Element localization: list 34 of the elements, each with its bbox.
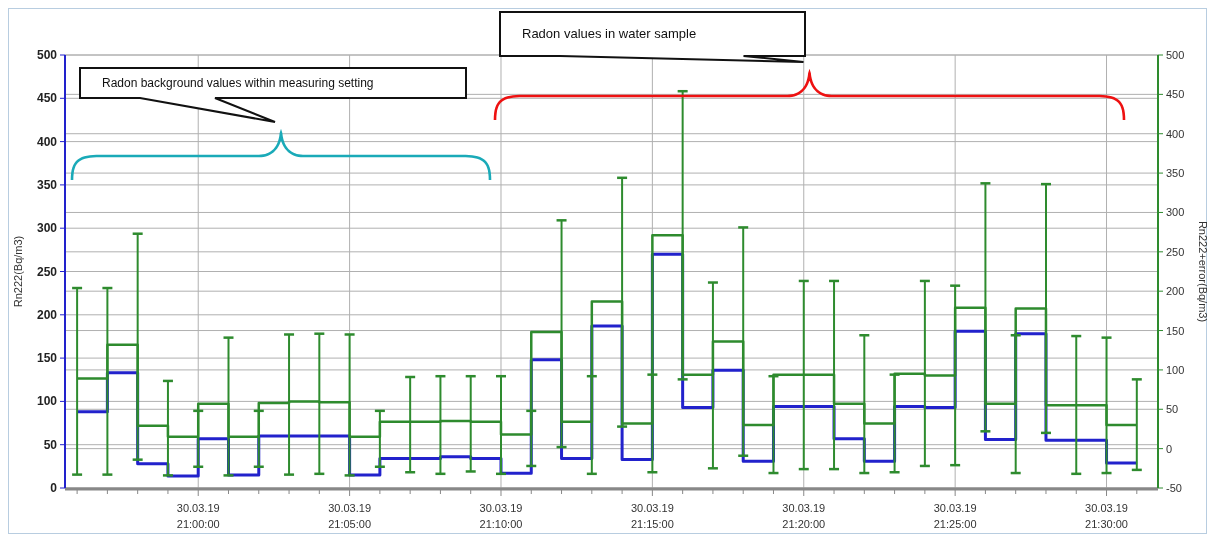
x-tick-label: 30.03.19 21:30:00 [1085,502,1128,530]
y-tick-label: 150 [36,351,58,366]
y2-tick-label: -50 [1166,482,1182,494]
y2-tick-label: 350 [1166,167,1185,180]
x-tick-label: 30.03.19 21:15:00 [630,502,674,530]
y-tick-label: 50 [43,437,58,452]
y2-tick-label: 150 [1166,324,1185,337]
y-tick-label: 100 [36,394,58,409]
x-tick-label: 30.03.19 21:05:00 [328,502,372,530]
y-tick-label: 450 [36,91,58,106]
y-tick-label: 400 [36,134,58,149]
text: Radon values in water sample [522,26,697,41]
y2-tick-label: 0 [1166,442,1173,455]
y-tick-label: 200 [36,307,58,322]
y2-tick-label: 50 [1166,403,1179,416]
y2-axis-title: Rn222+error(Bq/m3) [1197,220,1209,323]
x-tick-label: 30.03.19 21:00:00 [176,502,220,530]
x-tick-label: 30.03.19 21:20:00 [782,502,826,530]
y-tick-label: 0 [50,481,58,495]
y2-tick-label: 200 [1166,285,1185,298]
y2-tick-label: 100 [1166,363,1185,376]
y2-tick-label: 500 [1166,49,1185,61]
x-tick-label: 30.03.19 21:25:00 [933,502,977,530]
y-tick-label: 250 [36,264,58,279]
y2-tick-label: 300 [1166,206,1185,219]
y2-tick-label: 400 [1166,127,1185,140]
y-tick-label: 500 [36,48,58,62]
y-tick-label: 300 [36,221,58,236]
y-axis-title: Rn222(Bq/m3) [12,235,24,308]
y2-tick-label: 250 [1166,245,1185,258]
y-tick-label: 350 [36,177,58,192]
annotation: Radon background values within measuring setting [102,76,374,90]
y2-tick-label: 450 [1166,88,1185,101]
x-tick-label: 30.03.19 21:10:00 [479,502,523,530]
